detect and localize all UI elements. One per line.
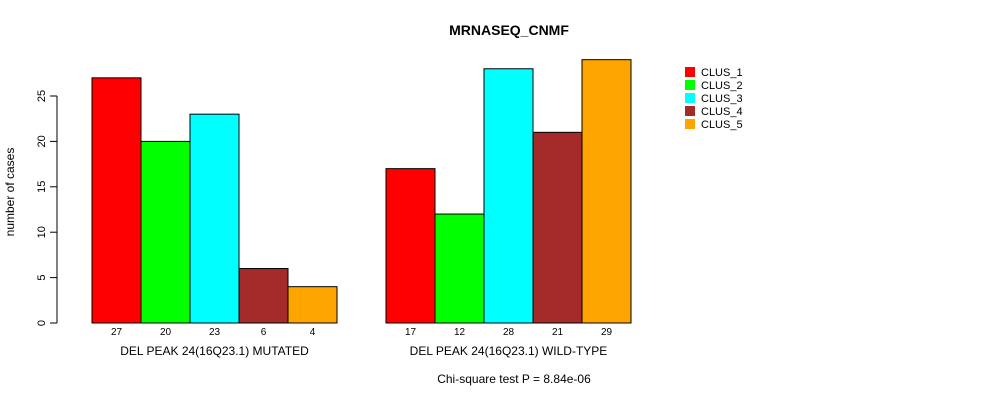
bar-clus-5 [581,59,632,324]
group-label: DEL PEAK 24(16Q23.1) WILD-TYPE [410,344,608,358]
bar-count-label: 21 [552,327,564,338]
bar-clus-2 [434,213,485,324]
y-tick-label: 15 [36,181,48,193]
bar-count-label: 29 [601,327,613,338]
y-tick-label: 20 [36,135,48,147]
group-label: DEL PEAK 24(16Q23.1) MUTATED [120,344,309,358]
legend-item: CLUS_3 [685,93,743,105]
y-tick-label: 0 [36,320,48,326]
y-tick-label: 10 [36,226,48,238]
legend-label: CLUS_1 [701,67,743,79]
legend-item: CLUS_4 [685,106,743,118]
bar-clus-2 [140,140,191,324]
bar-clus-1 [91,77,142,324]
bar-clus-3 [483,68,534,324]
bar-clus-3 [189,113,240,324]
bar-count-label: 27 [111,327,123,338]
legend-item: CLUS_1 [685,67,743,79]
y-axis-label: number of cases [3,148,17,237]
legend-label: CLUS_5 [701,119,743,131]
bar-clus-5 [287,286,338,324]
bar-count-label: 17 [405,327,417,338]
bar-count-label: 4 [310,327,316,338]
bar-count-label: 12 [454,327,466,338]
legend-swatch [685,119,695,129]
y-tick-label: 25 [36,90,48,102]
legend-item: CLUS_5 [685,119,743,131]
legend-label: CLUS_2 [701,80,743,92]
y-axis: 0 5 10 15 20 25 [36,90,58,326]
bar-clus-4 [532,131,583,324]
bar-count-label: 23 [209,327,221,338]
bar-clus-4 [238,268,289,324]
legend-item: CLUS_2 [685,80,743,92]
legend-swatch [685,93,695,103]
bar-group: 17 12 28 21 29 DEL PEAK 24(16Q23.1) WILD-TYPE [385,59,632,358]
chi-square-footnote: Chi-square test P = 8.84e-06 [437,372,591,386]
legend-swatch [685,80,695,90]
bar-count-label: 28 [503,327,515,338]
y-tick-label: 5 [36,275,48,281]
legend-swatch [685,106,695,116]
chart-title: MRNASEQ_CNMF [449,22,569,38]
legend-label: CLUS_3 [701,93,743,105]
legend-swatch [685,67,695,77]
bar-clus-1 [385,168,436,324]
bar-count-label: 6 [261,327,267,338]
legend-label: CLUS_4 [701,106,743,118]
bar-count-label: 20 [160,327,172,338]
